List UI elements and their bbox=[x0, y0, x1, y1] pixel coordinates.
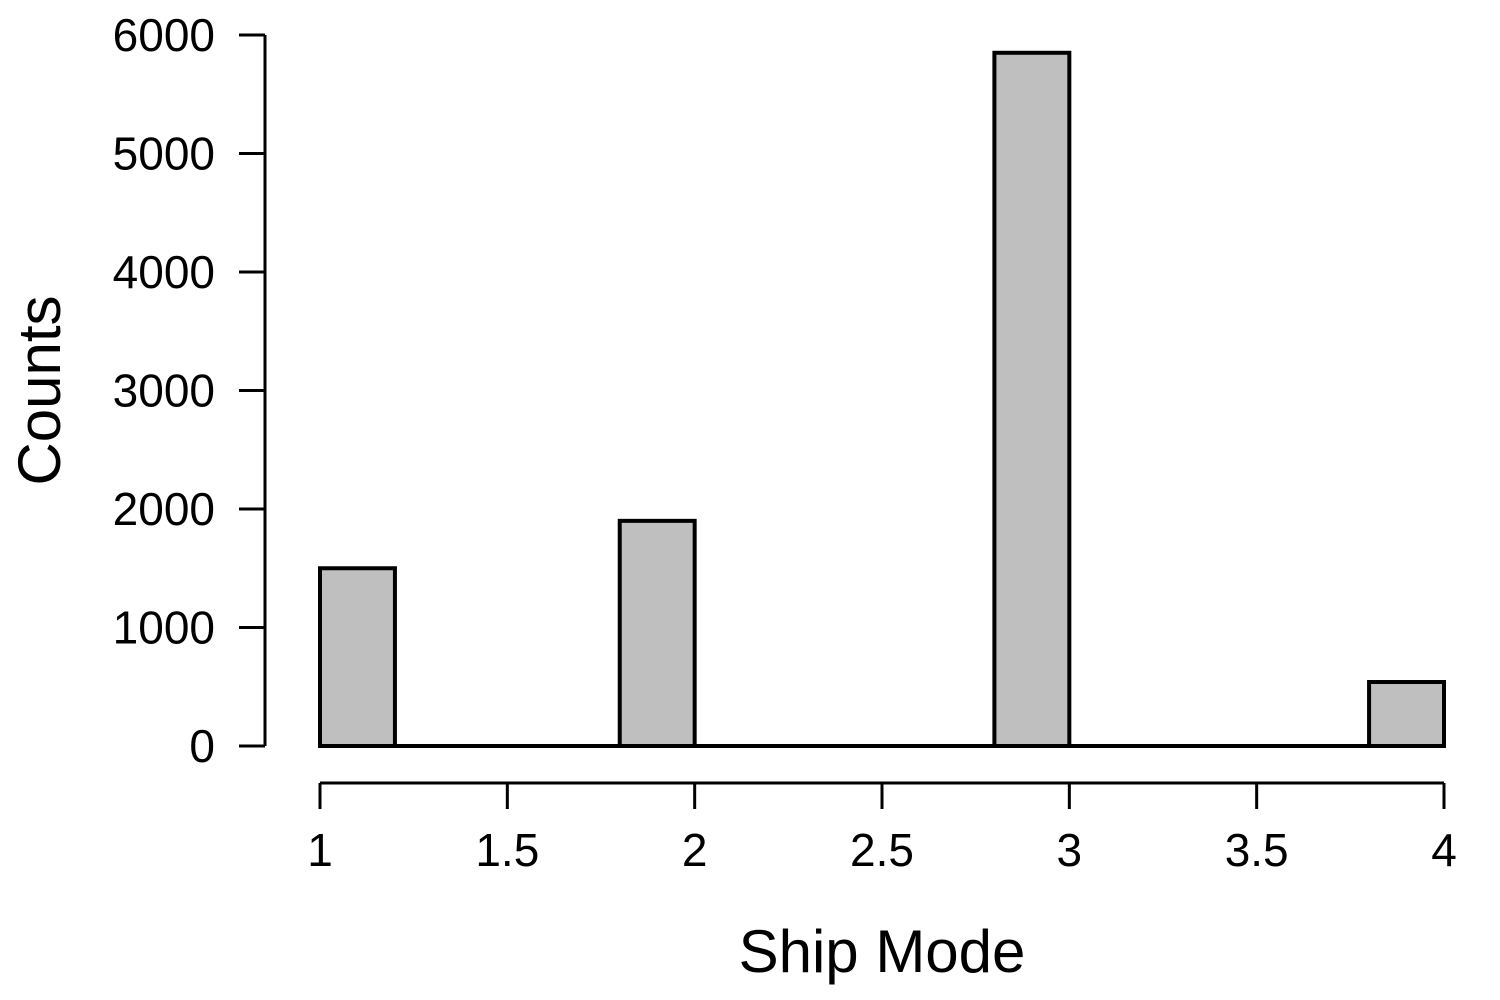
y-axis: 0 1000 2000 3000 4000 5000 6000 bbox=[113, 9, 267, 772]
y-tick-label: 2000 bbox=[113, 483, 215, 535]
x-ticks: 1 1.5 2 2.5 3 3.5 4 bbox=[307, 783, 1457, 876]
x-tick-label: 1 bbox=[307, 824, 333, 876]
y-tick-label: 0 bbox=[189, 720, 215, 772]
histogram-bar-1 bbox=[318, 566, 397, 748]
y-tick-label: 5000 bbox=[113, 128, 215, 180]
x-axis: 1 1.5 2 2.5 3 3.5 4 bbox=[307, 781, 1457, 876]
y-axis-title: Counts bbox=[6, 295, 73, 485]
x-tick-label: 1.5 bbox=[475, 824, 539, 876]
bars bbox=[318, 50, 1446, 749]
histogram-bar-4 bbox=[1367, 680, 1446, 749]
x-axis-title: Ship Mode bbox=[739, 918, 1026, 985]
histogram-bar-3 bbox=[992, 50, 1072, 748]
y-tick-label: 1000 bbox=[113, 602, 215, 654]
y-ticks: 0 1000 2000 3000 4000 5000 6000 bbox=[113, 9, 265, 772]
y-tick-label: 3000 bbox=[113, 365, 215, 417]
x-tick-label: 2 bbox=[682, 824, 708, 876]
x-tick-label: 3.5 bbox=[1225, 824, 1289, 876]
x-tick-label: 3 bbox=[1057, 824, 1083, 876]
x-tick-label: 2.5 bbox=[850, 824, 914, 876]
x-tick-label: 4 bbox=[1431, 824, 1457, 876]
y-tick-label: 6000 bbox=[113, 9, 215, 61]
histogram-bar-2 bbox=[617, 518, 697, 748]
y-tick-label: 4000 bbox=[113, 246, 215, 298]
